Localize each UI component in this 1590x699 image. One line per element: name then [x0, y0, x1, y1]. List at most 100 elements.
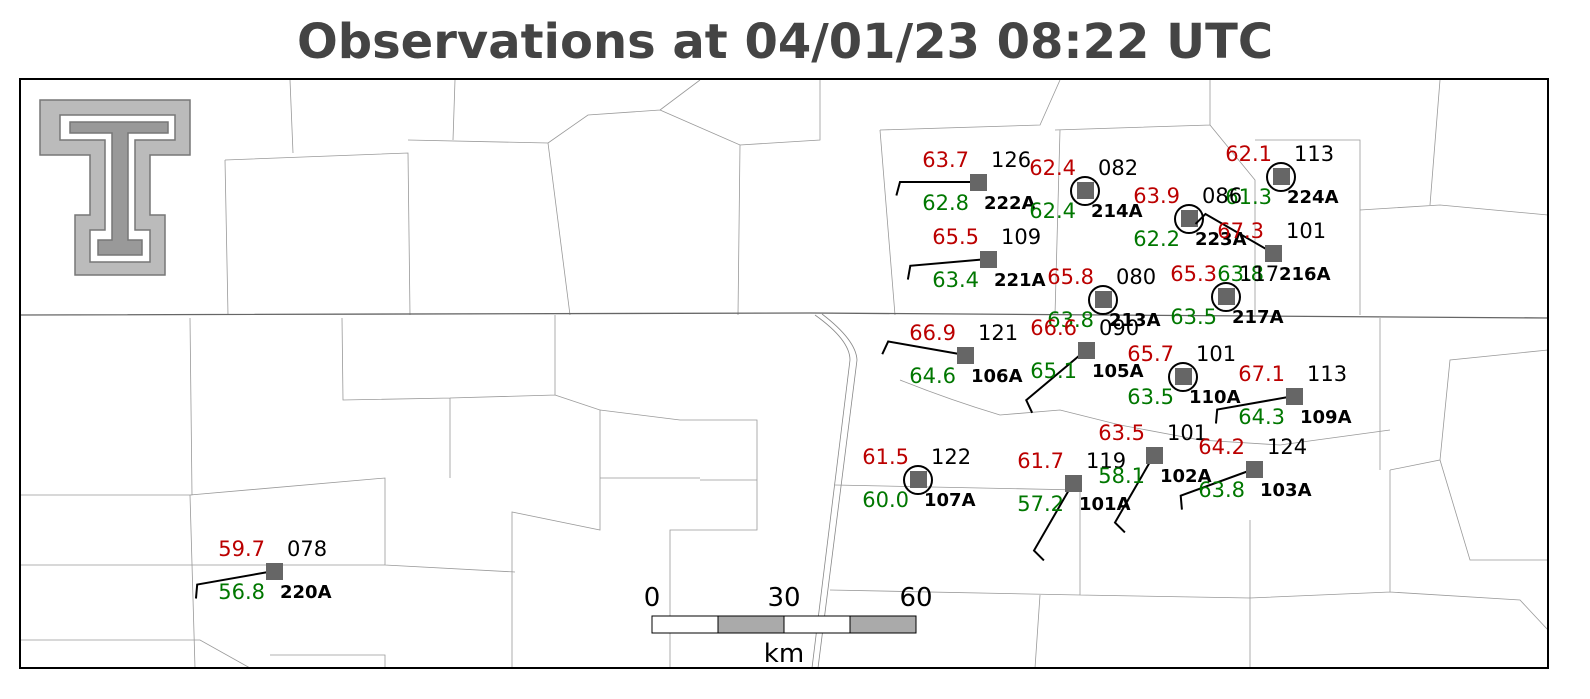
station: 65.7 101 63.5 110A: [1127, 342, 1240, 409]
pressure: 119: [1086, 449, 1126, 473]
scale-bar: 0 30 60 km: [644, 583, 933, 669]
county-lines: [19, 79, 1549, 669]
station-marker: [970, 174, 987, 191]
temperature: 66.6: [1030, 316, 1077, 340]
station-id: 107A: [924, 490, 976, 511]
station-id: 224A: [1287, 187, 1339, 208]
station-id: 101A: [1079, 494, 1131, 515]
calm-circle: [1174, 204, 1204, 234]
station-marker: [1265, 245, 1282, 262]
station: 63.5 101 58.1 102A: [1098, 421, 1212, 534]
station-id: 106A: [971, 366, 1023, 387]
temperature: 61.7: [1017, 449, 1064, 473]
temperature: 64.2: [1198, 435, 1245, 459]
dewpoint: 60.0: [862, 488, 909, 512]
calm-circle: [1168, 362, 1198, 392]
pressure: 078: [287, 537, 327, 561]
station: 62.4 082 62.4 214A: [1029, 156, 1142, 223]
dewpoint: 64.3: [1238, 405, 1285, 429]
station: 64.2 124 63.8 103A: [1179, 435, 1312, 510]
dewpoint: 63.4: [932, 268, 979, 292]
station-marker: [1146, 447, 1163, 464]
wind-barb: [895, 181, 978, 196]
station: 67.1 113 64.3 109A: [1214, 362, 1352, 429]
station-id: 217A: [1232, 307, 1284, 328]
station-marker: [1246, 461, 1263, 478]
station-marker: [266, 563, 283, 580]
station: 65.3 117 63.5 217A: [1170, 262, 1283, 329]
station-marker: [1077, 182, 1094, 199]
station-id: 220A: [280, 582, 332, 603]
calm-circle: [903, 465, 933, 495]
wind-barb: [906, 258, 989, 280]
pressure: 122: [931, 445, 971, 469]
pressure: 124: [1267, 435, 1307, 459]
scale-unit: km: [764, 639, 804, 669]
station: 65.5 109 63.4 221A: [906, 225, 1046, 292]
calm-circle: [1266, 162, 1296, 192]
station-marker: [910, 471, 927, 488]
station-marker: [1286, 388, 1303, 405]
temperature: 65.5: [932, 225, 979, 249]
dewpoint: 61.3: [1225, 185, 1272, 209]
dewpoint: 56.8: [218, 580, 265, 604]
wind-barb: [1214, 395, 1295, 424]
station: 61.7 119 57.2 101A: [1017, 449, 1131, 562]
pressure: 121: [978, 321, 1018, 345]
calm-circle: [1211, 282, 1241, 312]
pressure: 113: [1307, 362, 1347, 386]
station: 62.1 113 61.3 224A: [1225, 142, 1338, 209]
wind-barb: [1113, 454, 1155, 534]
station-id: 109A: [1300, 407, 1352, 428]
dewpoint: 57.2: [1017, 492, 1064, 516]
dewpoint: 62.4: [1029, 199, 1076, 223]
dewpoint: 58.1: [1098, 464, 1145, 488]
temperature: 63.5: [1098, 421, 1145, 445]
station-id: 223A: [1195, 229, 1247, 250]
calm-circle: [1070, 176, 1100, 206]
station-id: 213A: [1109, 310, 1161, 331]
pressure: 113: [1294, 142, 1334, 166]
pressure: 117: [1239, 262, 1279, 286]
temperature: 63.9: [1133, 184, 1180, 208]
station-id: 214A: [1091, 201, 1143, 222]
scale-label: 60: [899, 583, 932, 613]
temperature: 67.3: [1217, 219, 1264, 243]
scale-label: 0: [644, 583, 661, 613]
station: 63.7 126 62.8 222A: [895, 148, 1036, 215]
station: 67.3 101 63.8 216A: [1194, 212, 1331, 286]
wind-barb: [1179, 468, 1255, 510]
station-marker: [1078, 342, 1095, 359]
station-id: 222A: [984, 193, 1036, 214]
wind-barb: [194, 570, 275, 599]
station-marker: [1065, 475, 1082, 492]
station: 66.9 121 64.6 106A: [881, 321, 1023, 388]
temperature: 65.8: [1047, 265, 1094, 289]
temperature: 67.1: [1238, 362, 1285, 386]
station-marker: [1095, 291, 1112, 308]
station-id: 221A: [994, 270, 1046, 291]
station-marker: [957, 347, 974, 364]
map-frame: [19, 78, 1549, 669]
station-marker: [980, 251, 997, 268]
calm-circle: [1088, 285, 1118, 315]
wind-barb: [881, 340, 966, 356]
station-id: 110A: [1189, 387, 1241, 408]
dewpoint: 63.8: [1198, 478, 1245, 502]
temperature: 59.7: [218, 537, 265, 561]
pressure: 109: [1001, 225, 1041, 249]
logo: [39, 99, 191, 276]
temperature: 65.3: [1170, 262, 1217, 286]
station: 66.6 090 65.1 105A: [1025, 316, 1144, 414]
pressure: 086: [1202, 184, 1242, 208]
wind-barb: [1032, 482, 1074, 562]
station: 65.8 080 63.8 213A: [1047, 265, 1160, 332]
station-marker: [1218, 288, 1235, 305]
dewpoint: 63.5: [1170, 305, 1217, 329]
pressure: 101: [1196, 342, 1236, 366]
station-marker: [1273, 168, 1290, 185]
dewpoint: 63.8: [1217, 262, 1264, 286]
dewpoint: 63.5: [1127, 385, 1174, 409]
pressure: 101: [1167, 421, 1207, 445]
